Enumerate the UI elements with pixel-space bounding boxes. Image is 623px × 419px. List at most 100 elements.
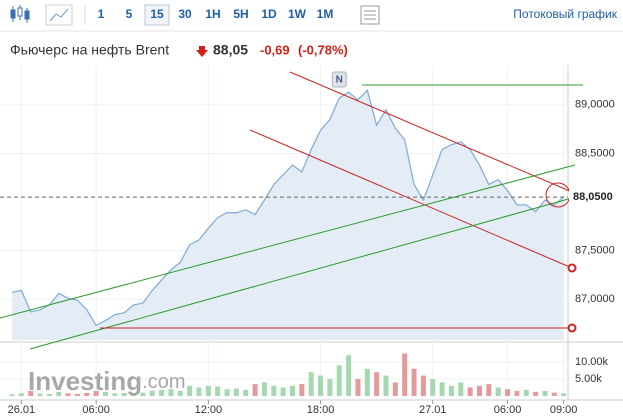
volume-bar bbox=[121, 392, 127, 396]
watermark-suffix: .com bbox=[142, 371, 185, 393]
volume-bar bbox=[392, 382, 398, 396]
y-tick-label: 87,5000 bbox=[575, 245, 615, 257]
y-tick-label: 89,0000 bbox=[575, 99, 615, 111]
volume-bar bbox=[374, 372, 380, 396]
volume-bar bbox=[252, 384, 258, 396]
last-price-box bbox=[569, 189, 621, 206]
volume-bar bbox=[271, 385, 277, 396]
volume-bar bbox=[364, 368, 370, 396]
volume-bar bbox=[233, 388, 239, 396]
x-tick-label: 27.01 bbox=[419, 404, 447, 416]
price-line bbox=[11, 89, 565, 327]
volume-bar bbox=[430, 379, 436, 396]
volume-bar bbox=[486, 384, 492, 396]
stream-link[interactable]: Потоковый график bbox=[513, 7, 617, 21]
volume-bar bbox=[224, 389, 230, 396]
volume-bar bbox=[523, 389, 529, 396]
x-tick-label: 26.01 bbox=[8, 404, 36, 416]
handle[interactable] bbox=[567, 323, 577, 333]
watermark: Investing.com bbox=[28, 366, 185, 396]
volume-bar bbox=[131, 393, 137, 396]
news-marker-box[interactable] bbox=[331, 71, 347, 88]
instrument-title: Фьючерс на нефть Brent bbox=[10, 42, 169, 58]
volume-bar bbox=[46, 393, 52, 396]
news-marker[interactable]: N bbox=[336, 75, 343, 86]
change-percent: (-0,78%) bbox=[298, 42, 348, 57]
volume-bar bbox=[205, 385, 211, 396]
y-tick-label: 88,5000 bbox=[575, 147, 615, 159]
volume-tick-label: 10.00k bbox=[575, 356, 609, 368]
volume-bar bbox=[467, 387, 473, 396]
volume-bar bbox=[355, 379, 361, 396]
volume-bar bbox=[65, 393, 71, 396]
volume-bar bbox=[290, 385, 295, 396]
candle-icon[interactable] bbox=[10, 5, 30, 23]
volume-bar bbox=[93, 390, 99, 396]
interval-button[interactable]: 1W bbox=[288, 7, 307, 21]
volume-bar bbox=[458, 382, 464, 396]
volume-bar bbox=[308, 372, 314, 396]
trend-line bbox=[289, 71, 573, 193]
area-icon-line bbox=[49, 8, 69, 22]
interval-button[interactable]: 30 bbox=[178, 7, 192, 21]
volume-bar bbox=[168, 389, 174, 396]
interval-button[interactable]: 1M bbox=[317, 7, 334, 21]
interval-button[interactable]: 1D bbox=[261, 7, 277, 21]
price: 88,05 bbox=[213, 42, 248, 58]
volume-bar bbox=[196, 387, 202, 396]
volume-bar bbox=[112, 393, 118, 396]
volume-bar bbox=[327, 379, 333, 396]
volume-bar bbox=[420, 375, 426, 396]
volume-bar bbox=[9, 394, 15, 396]
interval-button[interactable]: 5H bbox=[233, 7, 248, 21]
volume-bar bbox=[261, 382, 267, 396]
volume-bar bbox=[402, 353, 408, 396]
volume-bar bbox=[477, 385, 482, 396]
selected-interval-box bbox=[144, 4, 170, 26]
volume-bar bbox=[159, 389, 165, 396]
x-tick-label: 18:00 bbox=[307, 404, 335, 416]
area-icon[interactable] bbox=[45, 4, 73, 26]
volume-bar bbox=[383, 375, 389, 396]
trend-line bbox=[29, 197, 573, 350]
volume-bar bbox=[551, 392, 557, 396]
interval-button[interactable]: 1 bbox=[98, 7, 105, 21]
volume-bar bbox=[336, 365, 342, 396]
interval-button[interactable]: 5 bbox=[126, 7, 133, 21]
volume-bar bbox=[74, 393, 80, 396]
volume-bar bbox=[346, 355, 352, 396]
interval-button[interactable]: 1H bbox=[205, 7, 220, 21]
volume-bar bbox=[505, 389, 511, 396]
volume-bar bbox=[411, 368, 417, 396]
volume-bar bbox=[56, 391, 62, 396]
change: -0,69 bbox=[260, 42, 290, 57]
volume-bar bbox=[448, 385, 454, 396]
y-tick-label: 87,0000 bbox=[575, 293, 615, 305]
volume-bar bbox=[187, 385, 193, 396]
x-tick-label: 12:00 bbox=[195, 404, 223, 416]
watermark-brand: Investing bbox=[28, 366, 142, 396]
volume-tick-label: 5.00k bbox=[575, 373, 602, 385]
volume-bar bbox=[215, 386, 221, 396]
last-price-label: 88,0500 bbox=[573, 191, 613, 203]
volume-bar bbox=[439, 382, 445, 396]
volume-bar bbox=[533, 391, 539, 396]
interval-button[interactable]: 15 bbox=[150, 7, 164, 21]
x-tick-label: 09:00 bbox=[550, 404, 578, 416]
handle[interactable] bbox=[567, 263, 577, 273]
volume-bar bbox=[18, 393, 24, 396]
toolbar bbox=[0, 0, 623, 30]
volume-bar bbox=[37, 393, 43, 396]
trend-line bbox=[0, 164, 576, 319]
volume-bar bbox=[514, 390, 520, 396]
volume-bar bbox=[28, 390, 34, 396]
down-arrow bbox=[196, 46, 208, 57]
volume-bar bbox=[84, 392, 90, 396]
volume-bar bbox=[140, 392, 146, 396]
volume-bar bbox=[299, 384, 305, 396]
x-tick-label: 06:00 bbox=[494, 404, 522, 416]
volume-bar bbox=[149, 390, 155, 396]
volume-bar bbox=[318, 375, 324, 396]
